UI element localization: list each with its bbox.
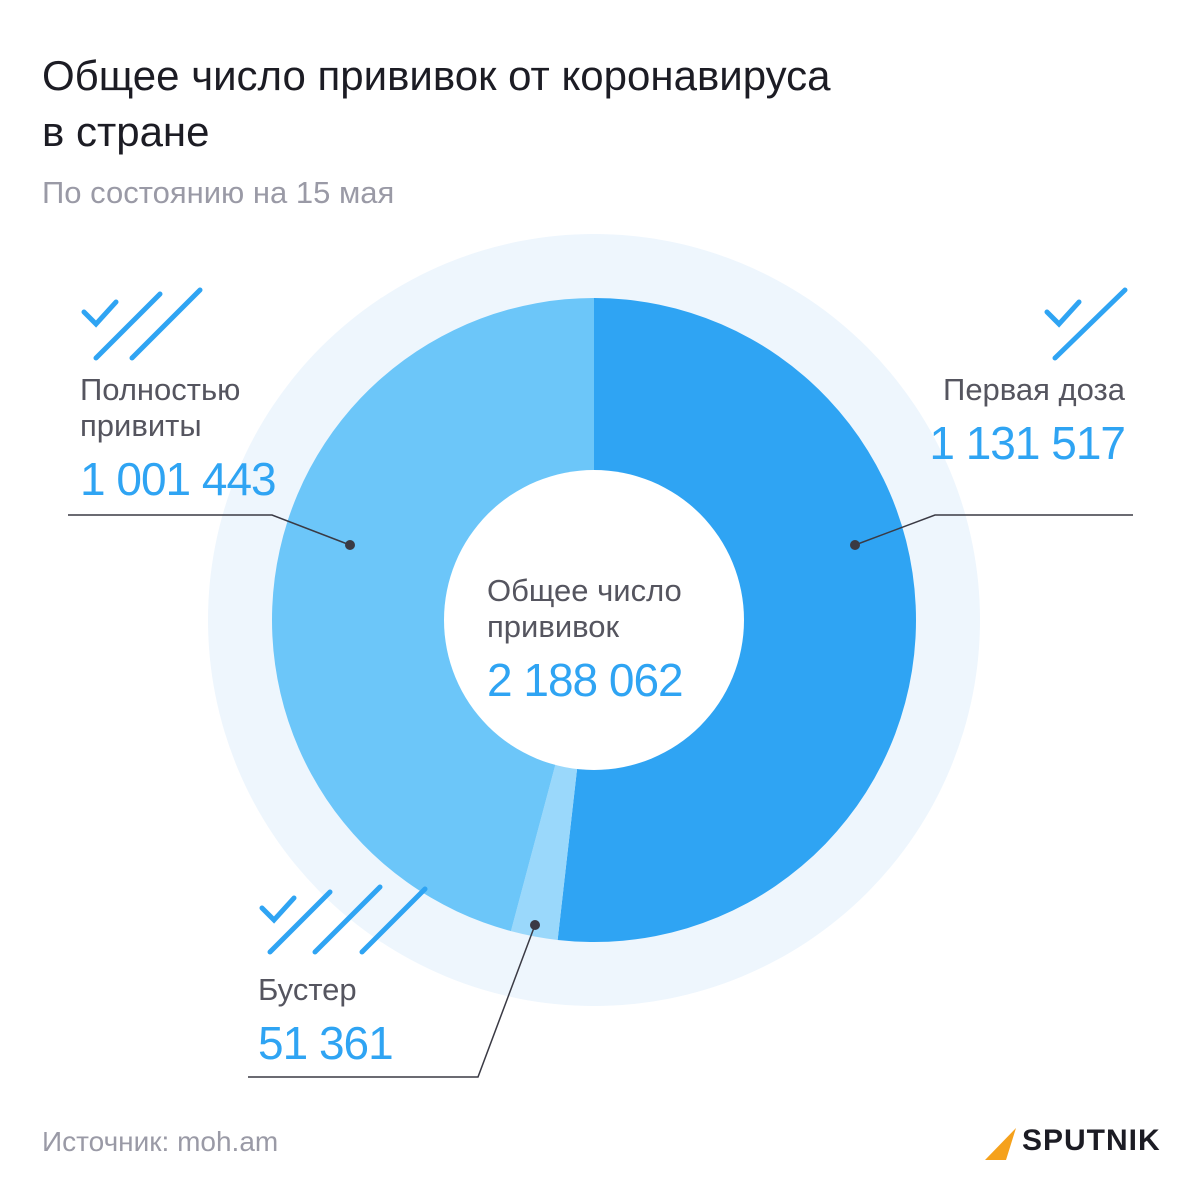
logo: SPUTNIK <box>1022 1124 1161 1157</box>
chart-title: Общее число прививок от коронавируса в с… <box>42 52 831 155</box>
center-value: 2 188 062 <box>487 654 684 706</box>
source: Источник: moh.am <box>42 1126 279 1157</box>
syringe-icon <box>267 889 333 955</box>
center-block: Общее число прививок 2 188 062 <box>487 573 727 707</box>
center-label: Общее число прививок <box>487 573 682 644</box>
value-label: 51 361 <box>258 1017 394 1069</box>
chart-subtitle: По состоянию на 15 мая <box>42 175 395 210</box>
syringe-icon <box>93 291 163 361</box>
syringe-icon <box>359 886 428 955</box>
leader-line <box>68 514 351 546</box>
syringe-icon <box>129 287 203 361</box>
logo-mark <box>985 1128 1016 1160</box>
leader-dots <box>345 540 860 930</box>
donut-hole <box>444 470 744 770</box>
value-label: 1 131 517 <box>929 417 1126 469</box>
check-icon <box>1044 299 1082 328</box>
leader-dot <box>345 540 355 550</box>
leader-dot <box>530 920 540 930</box>
segment-label: Первая доза 1 131 517 <box>725 372 1126 470</box>
segment-label: Бустер 51 361 <box>258 972 558 1070</box>
category-label: Первая доза <box>943 372 1125 407</box>
leader-line <box>248 924 536 1078</box>
donut-segment <box>272 298 594 932</box>
check-icon <box>259 895 297 924</box>
leader-line <box>854 514 1133 546</box>
check-icon <box>81 299 119 328</box>
category-label: Полностью привиты <box>80 372 241 443</box>
leader-lines <box>68 514 1133 1078</box>
category-label: Бустер <box>258 972 357 1007</box>
icons <box>81 287 1128 955</box>
value-label: 1 001 443 <box>80 453 277 505</box>
syringe-icon <box>1052 287 1128 361</box>
syringe-icon <box>312 884 383 955</box>
segment-label: Полностью привиты 1 001 443 <box>80 372 380 506</box>
leader-dot <box>850 540 860 550</box>
